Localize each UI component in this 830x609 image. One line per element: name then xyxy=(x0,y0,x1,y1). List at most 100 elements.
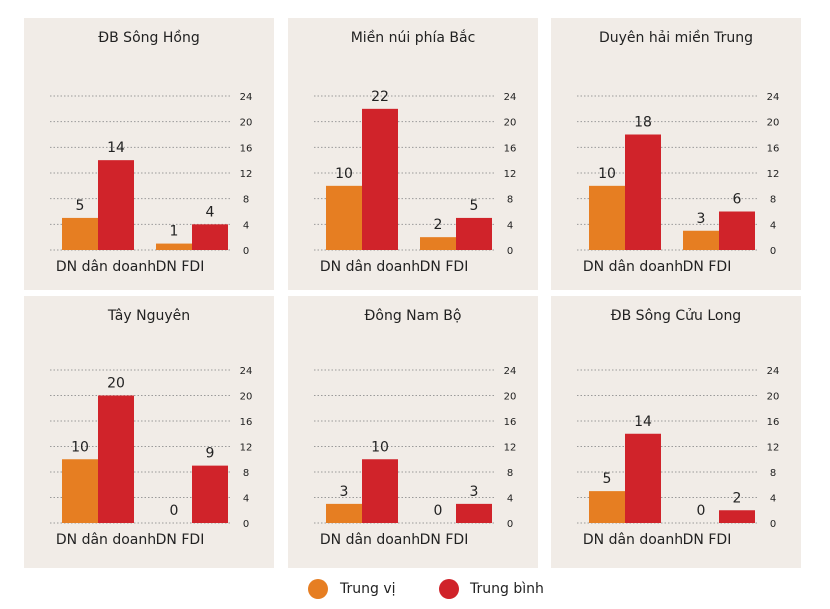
y-tick-label: 4 xyxy=(770,494,776,505)
y-tick-label: 12 xyxy=(240,169,253,180)
y-tick-label: 0 xyxy=(507,519,513,530)
chart-title: Miền núi phía Bắc xyxy=(350,30,476,46)
chart-title: Tây Nguyên xyxy=(107,308,191,324)
y-tick-label: 12 xyxy=(767,169,780,180)
legend: Trung vị Trung bình xyxy=(308,579,548,603)
bar-chart: 0 4 8 12 16 20 24 3 10 DN dân doanh 0 3 DN FDI xyxy=(314,366,517,548)
y-tick-label: 20 xyxy=(240,118,253,129)
data-label: 14 xyxy=(107,140,125,156)
x-category-label: DN dân doanh xyxy=(583,259,683,275)
data-label: 10 xyxy=(335,166,353,182)
bar-median xyxy=(589,185,625,250)
data-label: 20 xyxy=(107,376,125,392)
bar-mean xyxy=(192,224,228,250)
y-tick-label: 8 xyxy=(507,195,513,206)
y-tick-label: 8 xyxy=(243,468,249,479)
y-tick-label: 12 xyxy=(504,443,517,454)
x-category-label: DN FDI xyxy=(683,259,732,275)
y-tick-label: 20 xyxy=(504,392,517,403)
data-label: 2 xyxy=(434,217,443,233)
bar-median xyxy=(420,237,456,250)
y-tick-label: 0 xyxy=(770,519,776,530)
y-tick-label: 16 xyxy=(240,143,253,154)
bar-mean xyxy=(98,160,134,250)
data-label: 5 xyxy=(603,471,612,487)
bar-mean xyxy=(719,211,755,250)
chart-panel: Miền núi phía Bắc 0 4 8 12 16 20 24 10 22 DN dân d… xyxy=(288,18,538,290)
y-tick-label: 12 xyxy=(504,169,517,180)
bar-median xyxy=(589,491,625,523)
data-label: 0 xyxy=(170,503,179,519)
bar-mean xyxy=(456,217,492,250)
y-tick-label: 8 xyxy=(770,468,776,479)
bar-median xyxy=(156,243,192,250)
y-tick-label: 24 xyxy=(504,92,517,103)
bar-median xyxy=(683,230,719,250)
legend-label-mean: Trung bình xyxy=(470,581,544,597)
data-label: 0 xyxy=(434,503,443,519)
y-tick-label: 12 xyxy=(240,443,253,454)
y-tick-label: 8 xyxy=(507,468,513,479)
y-tick-label: 0 xyxy=(507,246,513,257)
data-label: 3 xyxy=(697,211,706,227)
bar-median xyxy=(326,185,362,250)
data-label: 14 xyxy=(634,414,652,430)
y-tick-label: 16 xyxy=(504,143,517,154)
y-tick-label: 16 xyxy=(504,417,517,428)
bar-chart: 0 4 8 12 16 20 24 5 14 DN dân doanh 0 2 DN FDI xyxy=(577,366,780,548)
legend-label-median: Trung vị xyxy=(340,581,396,597)
x-category-label: DN dân doanh xyxy=(583,532,683,548)
bar-mean xyxy=(625,134,661,250)
bar-mean xyxy=(192,465,228,523)
y-tick-label: 20 xyxy=(767,118,780,129)
bar-mean xyxy=(362,459,398,523)
data-label: 10 xyxy=(598,166,616,182)
data-label: 22 xyxy=(371,89,389,105)
data-label: 6 xyxy=(733,192,742,208)
chart-title: ĐB Sông Cửu Long xyxy=(610,308,742,324)
legend-swatch-median xyxy=(308,579,328,599)
y-tick-label: 12 xyxy=(767,443,780,454)
chart-panel: Duyên hải miền Trung 0 4 8 12 16 20 24 10 18 DN dâ… xyxy=(551,18,801,290)
x-category-label: DN FDI xyxy=(683,532,732,548)
data-label: 10 xyxy=(71,439,89,455)
y-tick-label: 24 xyxy=(240,92,253,103)
bar-chart: 0 4 8 12 16 20 24 10 22 DN dân doanh 2 5 DN FDI xyxy=(314,89,517,275)
y-tick-label: 20 xyxy=(767,392,780,403)
x-category-label: DN FDI xyxy=(420,259,469,275)
y-tick-label: 16 xyxy=(240,417,253,428)
data-label: 5 xyxy=(470,198,479,214)
bar-mean xyxy=(98,395,134,523)
y-tick-label: 16 xyxy=(767,417,780,428)
data-label: 1 xyxy=(170,224,179,240)
y-tick-label: 0 xyxy=(243,519,249,530)
data-label: 10 xyxy=(371,439,389,455)
data-label: 9 xyxy=(206,446,215,462)
data-label: 0 xyxy=(697,503,706,519)
y-tick-label: 16 xyxy=(767,143,780,154)
x-category-label: DN dân doanh xyxy=(56,259,156,275)
x-category-label: DN FDI xyxy=(156,532,205,548)
x-category-label: DN dân doanh xyxy=(56,532,156,548)
y-tick-label: 0 xyxy=(770,246,776,257)
bar-mean xyxy=(456,503,492,523)
y-tick-label: 4 xyxy=(243,220,249,231)
x-category-label: DN dân doanh xyxy=(320,259,420,275)
x-category-label: DN FDI xyxy=(420,532,469,548)
bar-median xyxy=(62,459,98,523)
x-category-label: DN FDI xyxy=(156,259,205,275)
bar-mean xyxy=(719,510,755,523)
chart-panel: Đông Nam Bộ 0 4 8 12 16 20 24 3 10 DN dân doanh 0 3 D… xyxy=(288,296,538,568)
chart-panel: ĐB Sông Cửu Long 0 4 8 12 16 20 24 5 14 DN dân doa… xyxy=(551,296,801,568)
chart-title: Đông Nam Bộ xyxy=(364,308,462,324)
data-label: 5 xyxy=(76,198,85,214)
chart-panel: ĐB Sông Hồng 0 4 8 12 16 20 24 5 14 DN dân doanh 1 4… xyxy=(24,18,274,290)
y-tick-label: 8 xyxy=(243,195,249,206)
y-tick-label: 8 xyxy=(770,195,776,206)
bar-median xyxy=(326,503,362,523)
y-tick-label: 4 xyxy=(507,220,513,231)
y-tick-label: 0 xyxy=(243,246,249,257)
chart-title: Duyên hải miền Trung xyxy=(598,30,753,46)
chart-panel: Tây Nguyên 0 4 8 12 16 20 24 10 20 DN dân doanh 0 9 D… xyxy=(24,296,274,568)
